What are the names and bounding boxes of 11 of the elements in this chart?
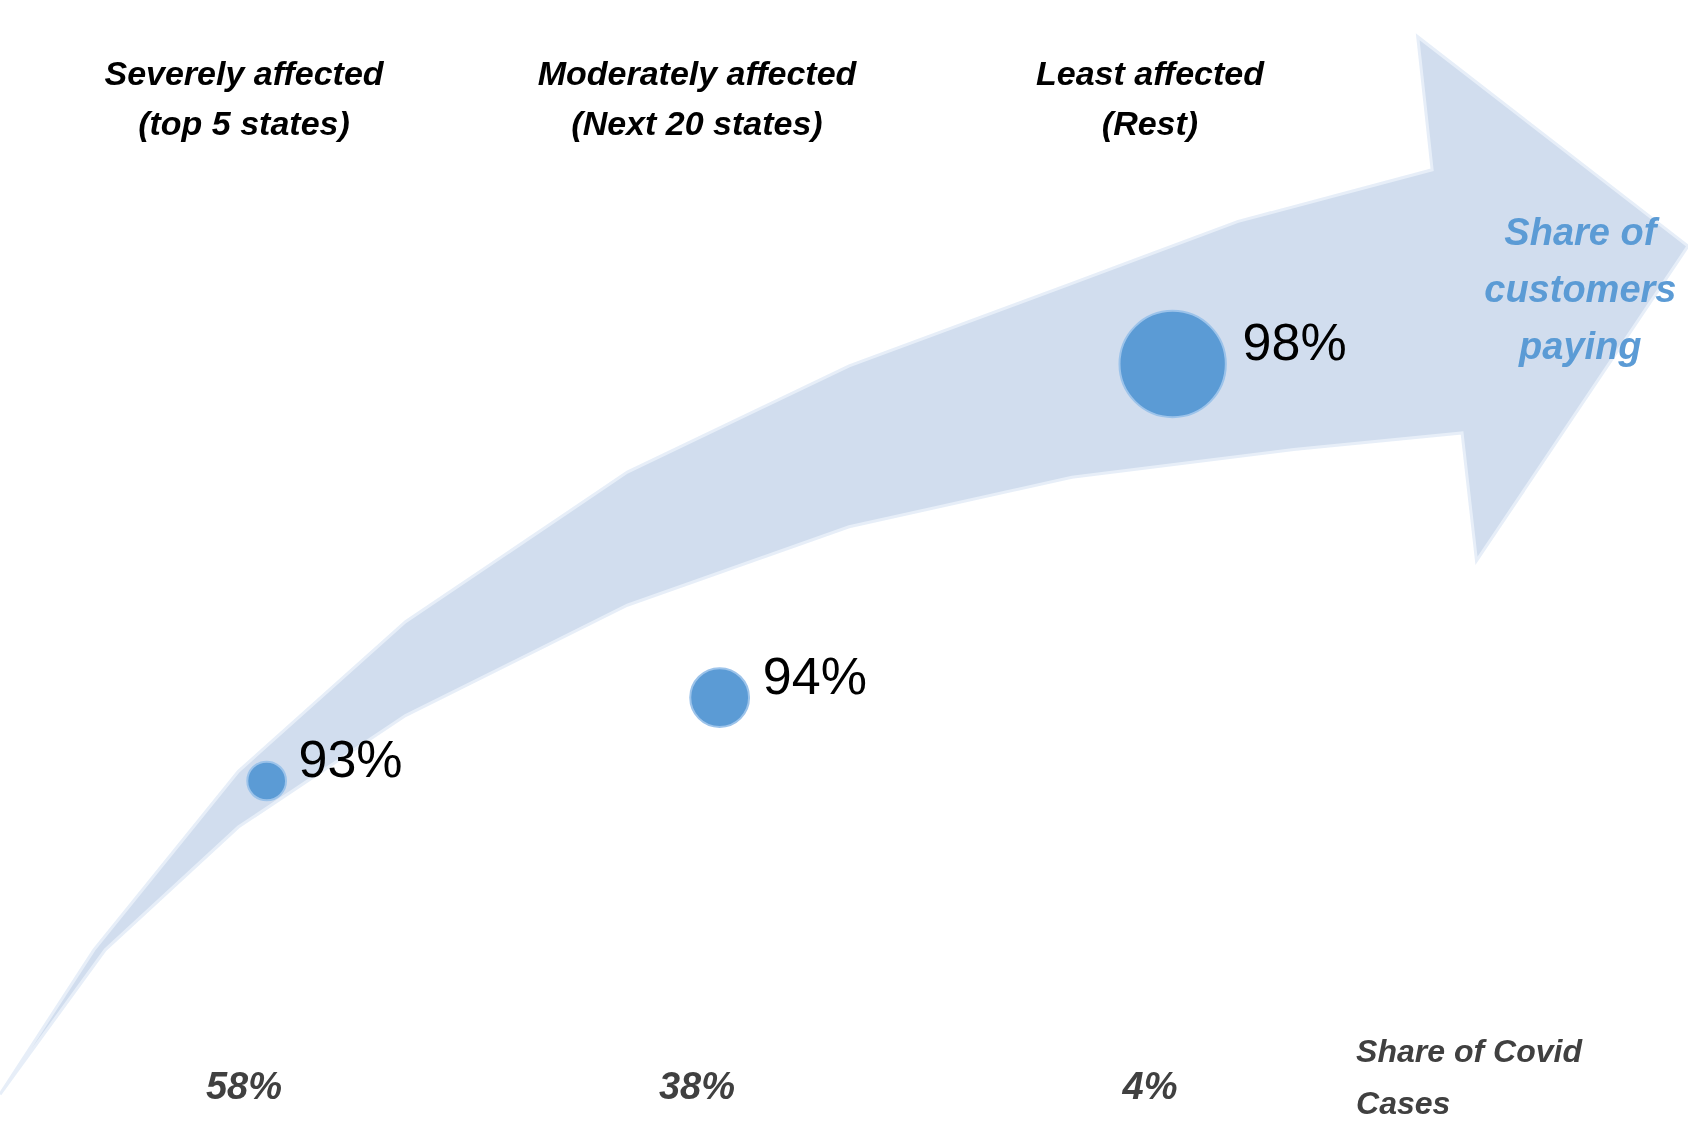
- data-label: 94%: [762, 646, 867, 705]
- data-label: 4%: [1121, 1065, 1178, 1107]
- data-label: 38%: [658, 1065, 736, 1107]
- data-label: 93%: [298, 730, 403, 788]
- data-label: 98%: [1242, 313, 1347, 371]
- category-label: Severely affected (top 5 states): [104, 54, 385, 142]
- data-label: 58%: [205, 1065, 283, 1107]
- legend-label: Share of customers paying: [1484, 211, 1677, 367]
- category-label: Moderately affected (Next 20 states): [537, 54, 858, 142]
- category-label: Least affected (Rest): [1035, 54, 1266, 142]
- legend-label: Share of Covid Cases: [1356, 1033, 1584, 1121]
